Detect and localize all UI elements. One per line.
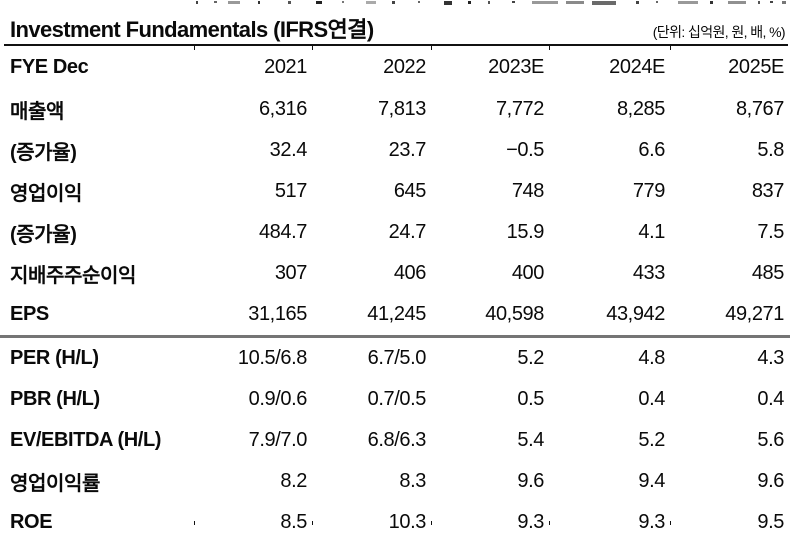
cell-value: 6.7/5.0	[310, 335, 429, 379]
cell-value: 779	[632, 180, 666, 202]
table-header-row: FYE Dec 2021 2022 2023E 2024E 2025E	[0, 46, 790, 89]
row-label: 매출액	[10, 101, 64, 123]
row-label: 영업이익률	[10, 473, 100, 495]
cell-value: −0.5	[506, 139, 544, 161]
cell-value: 7.9/7.0	[248, 429, 308, 451]
cell-value: 24.7	[388, 221, 427, 243]
cell-value: 5.2	[429, 335, 547, 379]
cell-value: 8.2	[280, 470, 307, 492]
cell-value: 4.1	[638, 221, 665, 243]
cell-value: 8.3	[399, 470, 426, 492]
table-row-roe: ROE 8.5 10.3 9.3 9.3 9.5	[0, 502, 790, 538]
row-label: ROE	[0, 502, 195, 538]
cell-value: 0.4	[757, 388, 784, 410]
cell-value: 43,942	[606, 303, 665, 325]
cell-value: 0.4	[638, 388, 665, 410]
cell-value: 7.5	[757, 221, 784, 243]
cell-value: 8.5	[195, 502, 310, 538]
table-row-op-margin: 영업이익률 8.2 8.3 9.6 9.4 9.6	[0, 461, 790, 502]
cell-value: 41,245	[367, 303, 426, 325]
row-label: EV/EBITDA (H/L)	[10, 429, 162, 451]
cell-value: 837	[751, 180, 785, 202]
row-label: (증가율)	[10, 224, 77, 246]
cell-value: 9.3	[547, 502, 668, 538]
cell-value: 484.7	[258, 221, 307, 243]
cell-value: 40,598	[485, 303, 544, 325]
cell-value: 49,271	[725, 303, 784, 325]
cell-value: 5.2	[638, 429, 665, 451]
header-year: 2024E	[609, 56, 665, 78]
cell-value: 4.8	[547, 335, 668, 379]
cell-value: 9.4	[638, 470, 665, 492]
table-row-pbr: PBR (H/L) 0.9/0.6 0.7/0.5 0.5 0.4 0.4	[0, 379, 790, 420]
cell-value: 433	[632, 262, 666, 284]
cell-value: 9.3	[429, 502, 547, 538]
table-row-net-profit: 지배주주순이익 307 406 400 433 485	[0, 253, 790, 294]
header-label: FYE Dec	[10, 56, 89, 78]
cell-value: 7,813	[377, 98, 426, 120]
cell-value: 15.9	[506, 221, 545, 243]
cell-value: 406	[393, 262, 427, 284]
header-year: 2021	[264, 56, 307, 78]
title-rule	[4, 44, 788, 46]
header-year: 2023E	[488, 56, 544, 78]
table-row-revenue: 매출액 6,316 7,813 7,772 8,285 8,767	[0, 89, 790, 130]
header-year: 2022	[383, 56, 426, 78]
cropped-text-fragments	[0, 0, 790, 7]
cell-value: 5.4	[517, 429, 544, 451]
table-row-op-growth: (증가율) 484.7 24.7 15.9 4.1 7.5	[0, 212, 790, 253]
cell-value: 5.6	[757, 429, 784, 451]
cell-value: 32.4	[269, 139, 308, 161]
cell-value: 6.6	[638, 139, 665, 161]
cell-value: 8,767	[735, 98, 784, 120]
table-title: Investment Fundamentals (IFRS연결)	[10, 17, 374, 42]
cell-value: 9.5	[668, 502, 790, 538]
row-label: PER (H/L)	[0, 335, 195, 379]
row-label: 지배주주순이익	[10, 265, 136, 287]
table-row-operating-profit: 영업이익 517 645 748 779 837	[0, 171, 790, 212]
table-title-bar: Investment Fundamentals (IFRS연결) (단위: 십억…	[10, 12, 786, 44]
cell-value: 10.5/6.8	[195, 335, 310, 379]
cell-value: 748	[511, 180, 545, 202]
cell-value: 645	[393, 180, 427, 202]
cell-value: 8,285	[616, 98, 665, 120]
row-label: PBR (H/L)	[10, 388, 100, 410]
row-label: EPS	[10, 303, 49, 325]
table-row-per: PER (H/L) 10.5/6.8 6.7/5.0 5.2 4.8 4.3	[0, 335, 790, 379]
cell-value: 6.8/6.3	[367, 429, 427, 451]
cell-value: 31,165	[248, 303, 307, 325]
cell-value: 307	[274, 262, 308, 284]
cell-value: 6,316	[258, 98, 307, 120]
unit-note: (단위: 십억원, 원, 배, %)	[652, 24, 786, 40]
header-year: 2025E	[728, 56, 784, 78]
fundamentals-table: FYE Dec 2021 2022 2023E 2024E 2025E 매출액 …	[0, 46, 790, 538]
cell-value: 485	[751, 262, 785, 284]
cell-value: 4.3	[668, 335, 790, 379]
cell-value: 517	[274, 180, 308, 202]
cell-value: 9.6	[517, 470, 544, 492]
cell-value: 9.6	[757, 470, 784, 492]
cell-value: 10.3	[310, 502, 429, 538]
cell-value: 5.8	[757, 139, 784, 161]
row-label: 영업이익	[10, 183, 82, 205]
cell-value: 0.9/0.6	[248, 388, 308, 410]
table-row-revenue-growth: (증가율) 32.4 23.7 −0.5 6.6 5.8	[0, 130, 790, 171]
row-label: (증가율)	[10, 142, 77, 164]
cell-value: 23.7	[388, 139, 427, 161]
cell-value: 0.5	[517, 388, 544, 410]
table-row-ev-ebitda: EV/EBITDA (H/L) 7.9/7.0 6.8/6.3 5.4 5.2 …	[0, 420, 790, 461]
cell-value: 0.7/0.5	[367, 388, 427, 410]
cell-value: 7,772	[495, 98, 544, 120]
cell-value: 400	[511, 262, 545, 284]
table-row-eps: EPS 31,165 41,245 40,598 43,942 49,271	[0, 294, 790, 337]
